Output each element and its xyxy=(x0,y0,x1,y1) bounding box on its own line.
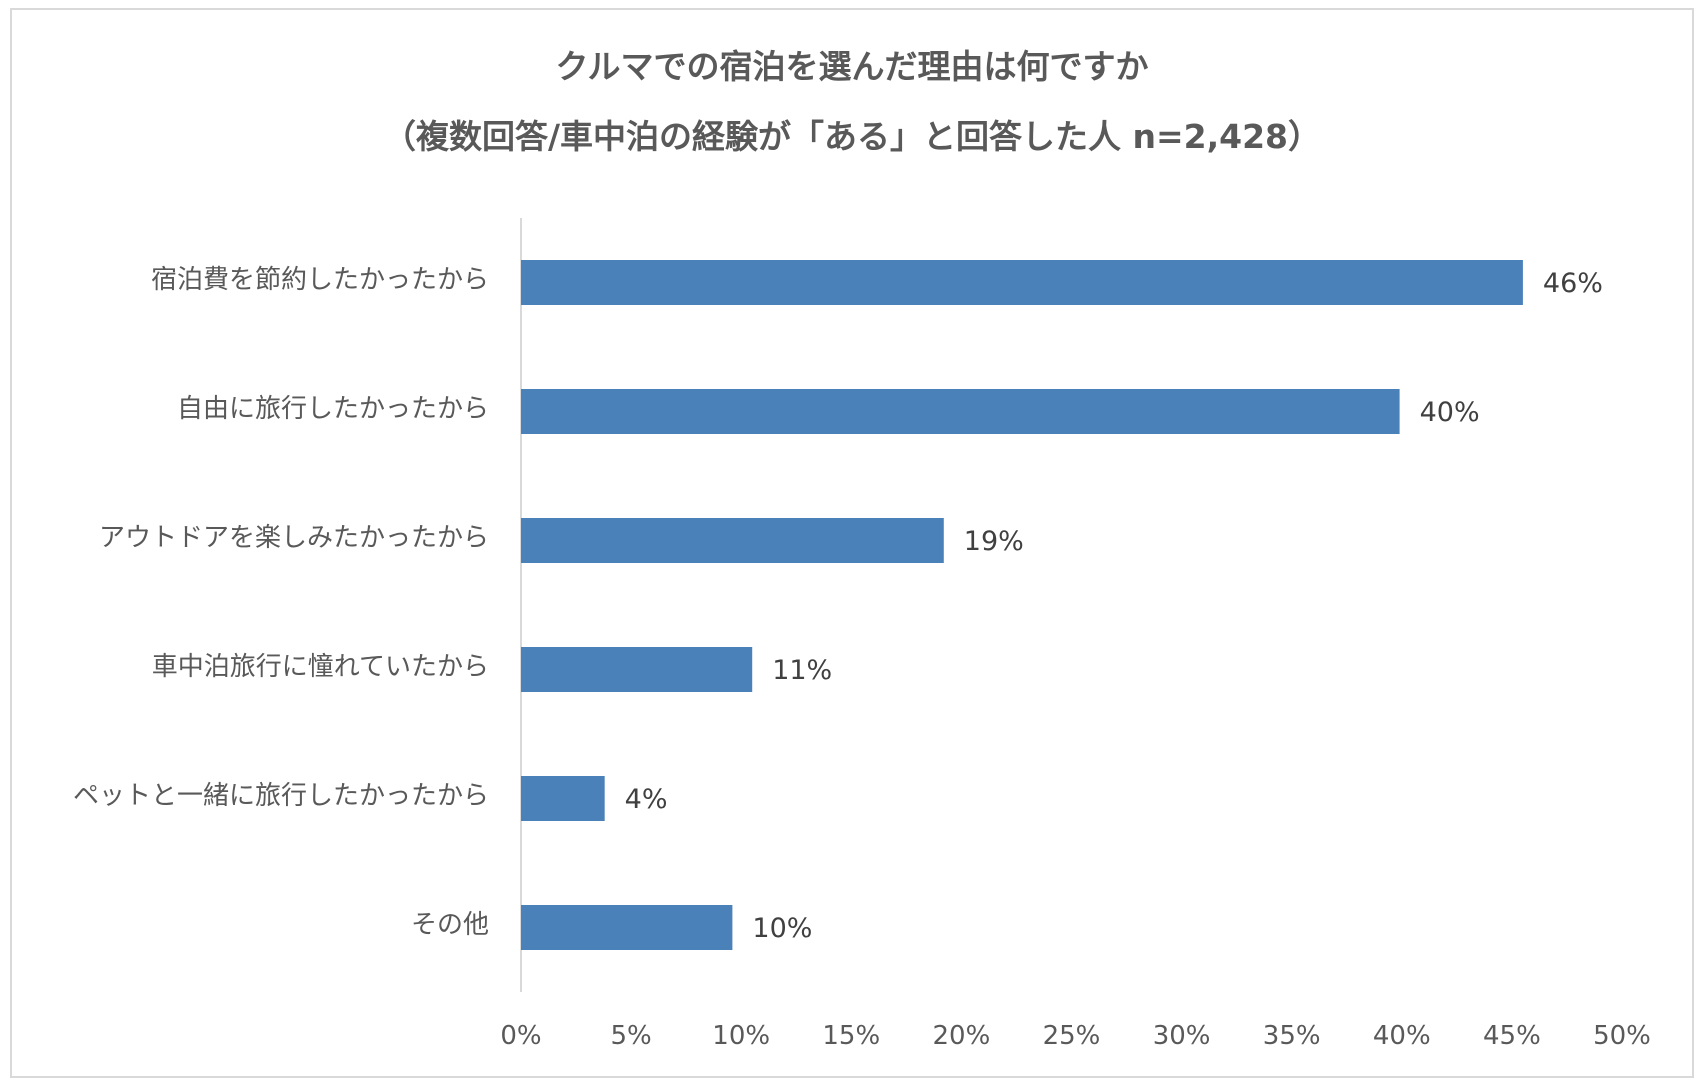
category-label-3: アウトドアを楽しみたかったから xyxy=(99,523,489,553)
bar-3 xyxy=(521,518,944,563)
x-tick-label-40: 40% xyxy=(1373,1021,1431,1051)
x-tick-label-25: 25% xyxy=(1043,1021,1101,1051)
category-label-1: 宿泊費を節約したかったから xyxy=(151,265,489,295)
x-tick-label-30: 30% xyxy=(1153,1021,1211,1051)
bar-4 xyxy=(521,647,753,692)
value-label-5: 4% xyxy=(625,784,668,815)
bar-1 xyxy=(521,260,1523,305)
x-tick-label-0: 0% xyxy=(500,1021,541,1051)
x-tick-label-50: 50% xyxy=(1593,1021,1651,1051)
x-tick-label-35: 35% xyxy=(1263,1021,1321,1051)
chart-title: クルマでの宿泊を選んだ理由は何ですか xyxy=(555,47,1148,86)
bars-layer xyxy=(521,260,1523,950)
category-label-6: その他 xyxy=(411,910,489,940)
bar-5 xyxy=(521,776,605,821)
x-tick-label-10: 10% xyxy=(712,1021,770,1051)
x-tick-label-15: 15% xyxy=(822,1021,880,1051)
value-label-6: 10% xyxy=(752,913,812,944)
bar-2 xyxy=(521,389,1400,434)
x-tick-label-45: 45% xyxy=(1483,1021,1541,1051)
x-axis-ticks: 0% 5% 10% 15% 20% 25% 30% 35% 40% 45% 50% xyxy=(500,1021,1651,1051)
category-label-5: ペットと一緒に旅行したかったから xyxy=(73,781,489,811)
value-label-1: 46% xyxy=(1543,268,1603,299)
x-tick-label-5: 5% xyxy=(610,1021,651,1051)
value-label-2: 40% xyxy=(1420,397,1480,428)
value-label-4: 11% xyxy=(772,655,832,686)
bar-6 xyxy=(521,905,733,950)
value-label-3: 19% xyxy=(964,526,1024,557)
category-label-2: 自由に旅行したかったから xyxy=(177,394,489,424)
x-tick-label-20: 20% xyxy=(933,1021,991,1051)
chart-subtitle: （複数回答/車中泊の経験が「ある」と回答した人 n=2,428） xyxy=(383,117,1321,156)
category-label-4: 車中泊旅行に憧れていたから xyxy=(152,652,489,682)
labels-layer: 宿泊費を節約したかったから 46% 自由に旅行したかったから 40% アウトドアを楽しみ… xyxy=(73,265,1603,944)
